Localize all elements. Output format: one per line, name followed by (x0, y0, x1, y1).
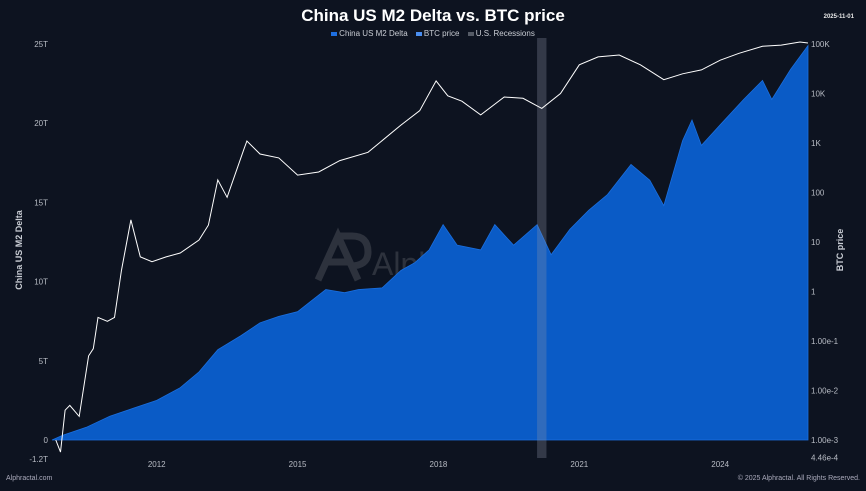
y-right-tick-label: 1.00e-2 (811, 387, 839, 396)
legend-item-m2[interactable]: China US M2 Delta (331, 29, 408, 38)
x-tick-label: 2024 (711, 460, 729, 469)
y-left-tick-label: -1.2T (29, 455, 48, 464)
legend-marker-recessions (467, 31, 474, 36)
y-right-axis-label: BTC price (835, 229, 845, 272)
x-tick-label: 2012 (148, 460, 166, 469)
legend-item-btc[interactable]: BTC price (415, 29, 460, 38)
y-right-tick-label: 1K (811, 139, 821, 148)
y-left-tick-label: 10T (34, 278, 48, 287)
y-left-tick-label: 5T (39, 357, 48, 366)
legend-label-m2: China US M2 Delta (339, 29, 408, 38)
footer-site[interactable]: Alphractal.com (6, 475, 53, 482)
y-right-tick-label: 1.00e-1 (811, 337, 839, 346)
y-left-tick-label: 20T (34, 119, 48, 128)
watermark-logo-icon (314, 227, 372, 282)
y-left-tick-label: 25T (34, 40, 48, 49)
series-area-china-us-m2-delta (51, 44, 809, 441)
legend-label-recessions: U.S. Recessions (475, 29, 535, 38)
x-tick-label: 2021 (570, 460, 588, 469)
y-right-tick-label: 10 (811, 238, 820, 247)
y-right-tick-label: 1 (811, 288, 816, 297)
footer-copyright: © 2025 Alphractal. All Rights Reserved. (737, 475, 860, 482)
legend: China US M2 Delta BTC price U.S. Recessi… (0, 29, 866, 38)
x-tick-label: 2015 (289, 460, 307, 469)
y-left-tick-label: 0 (44, 436, 49, 445)
legend-marker-btc (415, 31, 422, 36)
y-right-tick-label: 10K (811, 90, 826, 99)
y-right-tick-label: 1.00e-3 (811, 436, 839, 445)
y-left-tick-label: 15T (34, 198, 48, 207)
y-right-tick-label: 100K (811, 40, 830, 49)
legend-label-btc: BTC price (423, 29, 460, 38)
date-stamp: 2025-11-01 (823, 14, 854, 20)
y-left-axis-label: China US M2 Delta (14, 209, 24, 290)
chart-title: China US M2 Delta vs. BTC price (301, 6, 565, 25)
x-tick-label: 2018 (430, 460, 448, 469)
legend-marker-m2 (331, 31, 338, 36)
recession-band (537, 38, 547, 458)
y-right-tick-label: 100 (811, 189, 825, 198)
y-right-tick-label: 4.46e-4 (811, 453, 839, 462)
series-line-btc-price (55, 41, 809, 453)
legend-item-recessions[interactable]: U.S. Recessions (467, 29, 535, 38)
